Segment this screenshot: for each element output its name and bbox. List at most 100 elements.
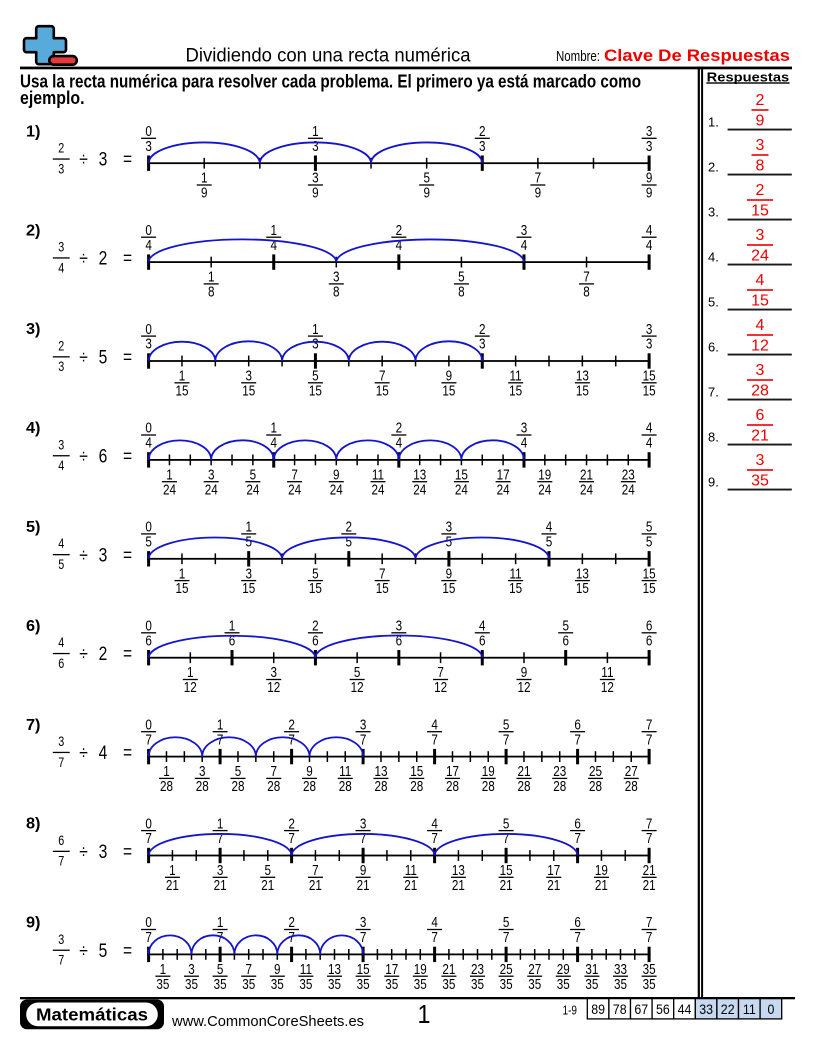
svg-text:24: 24 (163, 482, 176, 498)
svg-text:21: 21 (404, 878, 417, 894)
svg-text:0: 0 (145, 124, 152, 140)
svg-text:5: 5 (346, 535, 353, 551)
svg-text:78: 78 (613, 1002, 627, 1017)
svg-text:25: 25 (500, 962, 513, 978)
svg-text:2: 2 (756, 182, 765, 199)
svg-text:9: 9 (423, 186, 430, 202)
svg-text:1: 1 (166, 467, 173, 483)
svg-text:2: 2 (99, 248, 108, 270)
svg-text:56: 56 (656, 1002, 670, 1017)
svg-text:1: 1 (179, 369, 186, 385)
svg-text:35: 35 (751, 473, 769, 490)
svg-text:28: 28 (589, 779, 602, 795)
svg-text:3: 3 (217, 863, 224, 879)
svg-text:5.: 5. (708, 294, 719, 309)
svg-text:5: 5 (265, 863, 272, 879)
svg-text:0: 0 (767, 1002, 774, 1017)
svg-text:4: 4 (646, 421, 653, 437)
svg-text:2: 2 (312, 619, 319, 635)
svg-text:9: 9 (646, 186, 653, 202)
svg-text:31: 31 (585, 962, 598, 978)
svg-text:28: 28 (160, 779, 173, 795)
svg-text:13: 13 (576, 369, 589, 385)
svg-text:15: 15 (751, 203, 769, 220)
svg-text:4: 4 (756, 272, 765, 289)
svg-text:3: 3 (646, 124, 653, 140)
svg-text:28: 28 (339, 779, 352, 795)
svg-text:21: 21 (452, 878, 465, 894)
svg-text:3: 3 (646, 139, 653, 155)
svg-text:3: 3 (245, 369, 252, 385)
svg-text:=: = (123, 149, 132, 171)
svg-text:÷: ÷ (79, 149, 88, 171)
svg-text:35: 35 (643, 977, 656, 993)
svg-text:33: 33 (614, 962, 627, 978)
svg-text:5: 5 (217, 962, 224, 978)
svg-text:1.: 1. (708, 114, 719, 129)
svg-text:9): 9) (26, 915, 41, 932)
svg-text:15: 15 (751, 293, 769, 310)
svg-text:9: 9 (521, 665, 528, 681)
svg-text:3: 3 (333, 270, 340, 286)
svg-text:2: 2 (396, 223, 403, 239)
svg-text:1: 1 (418, 999, 431, 1029)
svg-text:6: 6 (756, 407, 765, 424)
svg-text:4: 4 (396, 238, 403, 254)
svg-text:19: 19 (482, 764, 495, 780)
svg-text:0: 0 (145, 816, 152, 832)
svg-text:35: 35 (414, 977, 427, 993)
svg-text:15: 15 (242, 383, 255, 399)
svg-text:6: 6 (562, 633, 569, 649)
svg-text:3: 3 (646, 322, 653, 338)
svg-text:2: 2 (396, 421, 403, 437)
svg-text:9: 9 (201, 186, 208, 202)
svg-text:28: 28 (267, 779, 280, 795)
svg-text:17: 17 (497, 467, 510, 483)
svg-text:35: 35 (557, 977, 570, 993)
svg-text:35: 35 (156, 977, 169, 993)
svg-text:8: 8 (333, 285, 340, 301)
svg-text:2: 2 (756, 92, 765, 109)
svg-text:5: 5 (646, 520, 653, 536)
svg-text:28: 28 (375, 779, 388, 795)
svg-text:11: 11 (601, 665, 613, 681)
svg-text:3: 3 (312, 139, 319, 155)
svg-text:7: 7 (312, 863, 319, 879)
svg-text:8): 8) (26, 816, 41, 833)
svg-text:1: 1 (229, 619, 236, 635)
svg-text:3: 3 (756, 227, 765, 244)
svg-text:4: 4 (646, 238, 653, 254)
svg-text:7: 7 (535, 171, 542, 187)
svg-text:15: 15 (500, 863, 513, 879)
svg-text:÷: ÷ (79, 841, 88, 863)
svg-text:7: 7 (288, 732, 295, 748)
svg-text:7: 7 (646, 915, 653, 931)
svg-text:6: 6 (646, 619, 653, 635)
svg-text:15: 15 (176, 581, 189, 597)
svg-text:7): 7) (26, 717, 41, 734)
svg-text:2): 2) (26, 222, 41, 239)
svg-text:15: 15 (643, 566, 656, 582)
svg-text:13: 13 (452, 863, 465, 879)
svg-text:Clave De Respuestas: Clave De Respuestas (604, 47, 790, 65)
svg-text:3: 3 (99, 544, 108, 566)
svg-text:Usa la recta numérica para res: Usa la recta numérica para resolver cada… (20, 71, 641, 92)
svg-text:3: 3 (145, 139, 152, 155)
svg-text:4: 4 (145, 238, 152, 254)
svg-text:4.: 4. (708, 249, 719, 264)
svg-text:1: 1 (201, 171, 208, 187)
svg-text:17: 17 (446, 764, 459, 780)
svg-text:7: 7 (431, 732, 438, 748)
svg-text:11: 11 (510, 566, 522, 582)
svg-text:6: 6 (145, 633, 152, 649)
svg-text:7: 7 (58, 854, 64, 869)
svg-text:17: 17 (385, 962, 398, 978)
svg-text:÷: ÷ (79, 940, 88, 962)
svg-text:35: 35 (242, 977, 255, 993)
svg-text:35: 35 (385, 977, 398, 993)
svg-text:9.: 9. (708, 474, 719, 489)
svg-text:25: 25 (589, 764, 602, 780)
svg-text:5: 5 (503, 816, 510, 832)
svg-text:35: 35 (500, 977, 513, 993)
svg-text:5: 5 (546, 535, 553, 551)
